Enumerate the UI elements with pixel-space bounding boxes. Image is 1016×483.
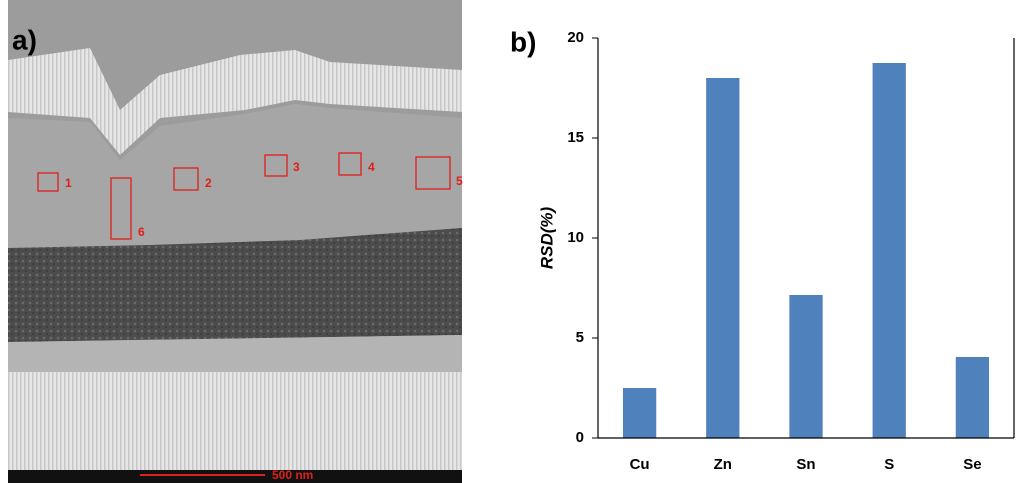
- x-tick-label: S: [884, 456, 894, 473]
- x-tick-label: Sn: [796, 456, 815, 473]
- y-tick-label: 0: [576, 429, 584, 446]
- bar: [789, 295, 822, 438]
- page: 500 nm 1 2 3 4 5 6 a) b) RSD(%) 05101520…: [0, 0, 1016, 483]
- y-axis-label: RSD(%): [537, 207, 556, 270]
- x-tick-label: Cu: [630, 456, 650, 473]
- x-tick-label: Zn: [714, 456, 732, 473]
- region-label: 4: [368, 160, 375, 174]
- panel-label: a): [12, 24, 37, 55]
- region-label: 3: [293, 160, 300, 174]
- figure: 500 nm 1 2 3 4 5 6 a) b) RSD(%) 05101520…: [0, 0, 1016, 483]
- y-tick-label: 20: [567, 29, 584, 46]
- absorber-layer: [8, 104, 462, 248]
- scale-bar-label: 500 nm: [272, 468, 313, 482]
- y-tick-label: 10: [567, 229, 584, 246]
- y-tick-label: 15: [567, 129, 584, 146]
- scale-strip: [8, 470, 462, 483]
- region-label: 5: [456, 174, 463, 188]
- bar: [706, 78, 739, 438]
- region-label: 1: [65, 176, 72, 190]
- x-tick-label: Se: [963, 456, 981, 473]
- bar: [956, 357, 989, 438]
- bottom-columnar-layer: [8, 372, 462, 470]
- y-tick-label: 5: [576, 329, 584, 346]
- bar: [623, 388, 656, 438]
- region-label: 6: [138, 225, 145, 239]
- micrograph: 500 nm 1 2 3 4 5 6 a): [8, 0, 463, 483]
- panel-label: b): [510, 26, 536, 57]
- region-label: 2: [205, 176, 212, 190]
- bar: [873, 63, 906, 438]
